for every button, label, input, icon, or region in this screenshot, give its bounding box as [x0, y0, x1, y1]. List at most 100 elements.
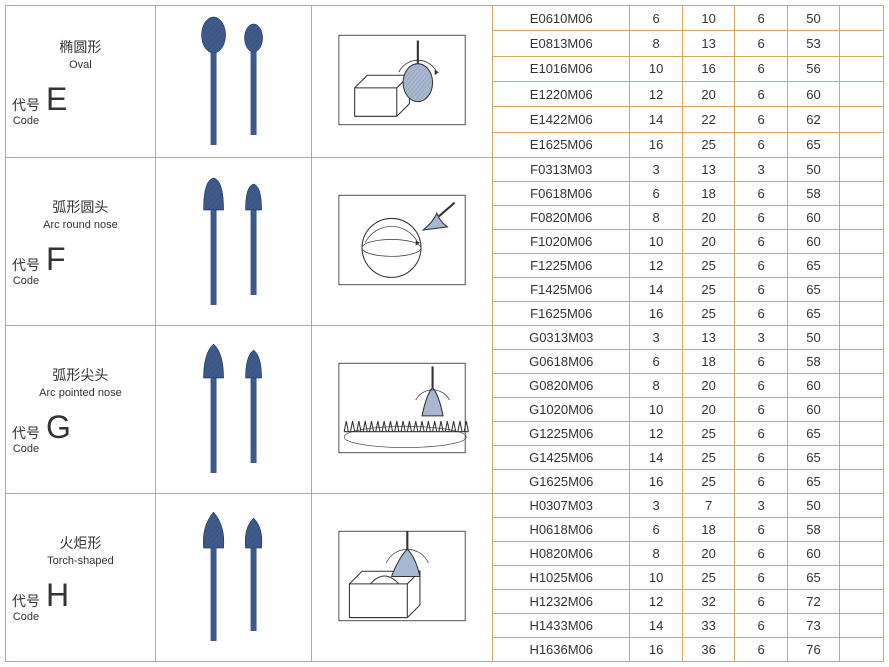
col-d2: 6	[735, 422, 787, 446]
col-d2: 6	[735, 470, 787, 494]
col-l2: 62	[787, 107, 839, 132]
col-d2: 6	[735, 6, 787, 31]
shape-name-cn: 火炬形	[12, 533, 149, 553]
description-cell: 弧形尖头 Arc pointed nose 代号 Code G	[6, 326, 156, 494]
col-d1: 14	[630, 278, 682, 302]
description-cell: 火炬形 Torch-shaped 代号 Code H	[6, 494, 156, 662]
col-l2: 60	[787, 206, 839, 230]
col-blank	[840, 6, 884, 31]
description-cell: 椭圆形 Oval 代号 Code E	[6, 6, 156, 158]
col-d1: 8	[630, 374, 682, 398]
shape-name-en: Torch-shaped	[12, 555, 149, 567]
description-cell: 弧形圆头 Arc round nose 代号 Code F	[6, 158, 156, 326]
table-row: 弧形尖头 Arc pointed nose 代号 Code G G0313M03…	[6, 326, 884, 350]
col-blank	[840, 470, 884, 494]
col-d1: 12	[630, 81, 682, 106]
col-blank	[840, 566, 884, 590]
col-l1: 18	[682, 182, 734, 206]
col-d2: 6	[735, 132, 787, 157]
col-d1: 16	[630, 638, 682, 662]
col-d1: 6	[630, 182, 682, 206]
col-d1: 3	[630, 158, 682, 182]
col-d1: 16	[630, 470, 682, 494]
model-code: H1025M06	[493, 566, 630, 590]
col-blank	[840, 254, 884, 278]
col-d2: 6	[735, 374, 787, 398]
col-blank	[840, 398, 884, 422]
model-code: G0313M03	[493, 326, 630, 350]
col-d2: 6	[735, 566, 787, 590]
col-blank	[840, 614, 884, 638]
col-l2: 56	[787, 56, 839, 81]
diagram-cell	[311, 158, 492, 326]
shape-name-cn: 椭圆形	[12, 37, 149, 57]
col-d2: 6	[735, 542, 787, 566]
col-l2: 65	[787, 422, 839, 446]
col-d1: 8	[630, 206, 682, 230]
col-d1: 12	[630, 590, 682, 614]
col-l1: 36	[682, 638, 734, 662]
code-letter: G	[46, 409, 71, 446]
col-l1: 13	[682, 158, 734, 182]
col-d1: 14	[630, 107, 682, 132]
col-l1: 13	[682, 326, 734, 350]
model-code: F1625M06	[493, 302, 630, 326]
model-code: H1433M06	[493, 614, 630, 638]
col-l2: 50	[787, 158, 839, 182]
col-l1: 7	[682, 494, 734, 518]
shape-name-en: Oval	[12, 59, 149, 71]
model-code: G0820M06	[493, 374, 630, 398]
model-code: F1225M06	[493, 254, 630, 278]
col-blank	[840, 518, 884, 542]
table-row: 椭圆形 Oval 代号 Code E E0610M06610650	[6, 6, 884, 31]
col-d1: 14	[630, 614, 682, 638]
col-l2: 65	[787, 446, 839, 470]
col-blank	[840, 302, 884, 326]
col-l2: 65	[787, 254, 839, 278]
col-blank	[840, 31, 884, 56]
col-l2: 50	[787, 326, 839, 350]
col-l1: 25	[682, 302, 734, 326]
col-d2: 6	[735, 206, 787, 230]
table-row: 火炬形 Torch-shaped 代号 Code H H0307M0337350	[6, 494, 884, 518]
col-blank	[840, 374, 884, 398]
bit-image-cell	[155, 6, 311, 158]
col-l2: 60	[787, 230, 839, 254]
code-label-cn: 代号	[12, 591, 40, 611]
col-l1: 25	[682, 422, 734, 446]
col-d1: 8	[630, 542, 682, 566]
model-code: E1625M06	[493, 132, 630, 157]
col-l1: 25	[682, 470, 734, 494]
model-code: F1425M06	[493, 278, 630, 302]
col-d2: 6	[735, 278, 787, 302]
col-d1: 6	[630, 6, 682, 31]
code-label-en: Code	[12, 443, 40, 455]
col-l2: 50	[787, 494, 839, 518]
col-l1: 25	[682, 446, 734, 470]
col-blank	[840, 542, 884, 566]
col-blank	[840, 278, 884, 302]
table-row: 弧形圆头 Arc round nose 代号 Code F F0313M0331…	[6, 158, 884, 182]
col-l1: 33	[682, 614, 734, 638]
model-code: H0820M06	[493, 542, 630, 566]
col-l1: 20	[682, 542, 734, 566]
code-letter: H	[46, 577, 69, 614]
col-l1: 32	[682, 590, 734, 614]
col-l2: 65	[787, 302, 839, 326]
diagram-cell	[311, 6, 492, 158]
col-d1: 12	[630, 254, 682, 278]
col-d2: 6	[735, 230, 787, 254]
col-d2: 3	[735, 326, 787, 350]
col-d1: 10	[630, 398, 682, 422]
col-l1: 25	[682, 254, 734, 278]
col-d1: 16	[630, 302, 682, 326]
col-d2: 6	[735, 350, 787, 374]
col-l2: 65	[787, 132, 839, 157]
col-d2: 6	[735, 254, 787, 278]
col-l1: 10	[682, 6, 734, 31]
col-l2: 60	[787, 374, 839, 398]
model-code: F1020M06	[493, 230, 630, 254]
col-l2: 58	[787, 518, 839, 542]
col-blank	[840, 590, 884, 614]
col-l1: 13	[682, 31, 734, 56]
